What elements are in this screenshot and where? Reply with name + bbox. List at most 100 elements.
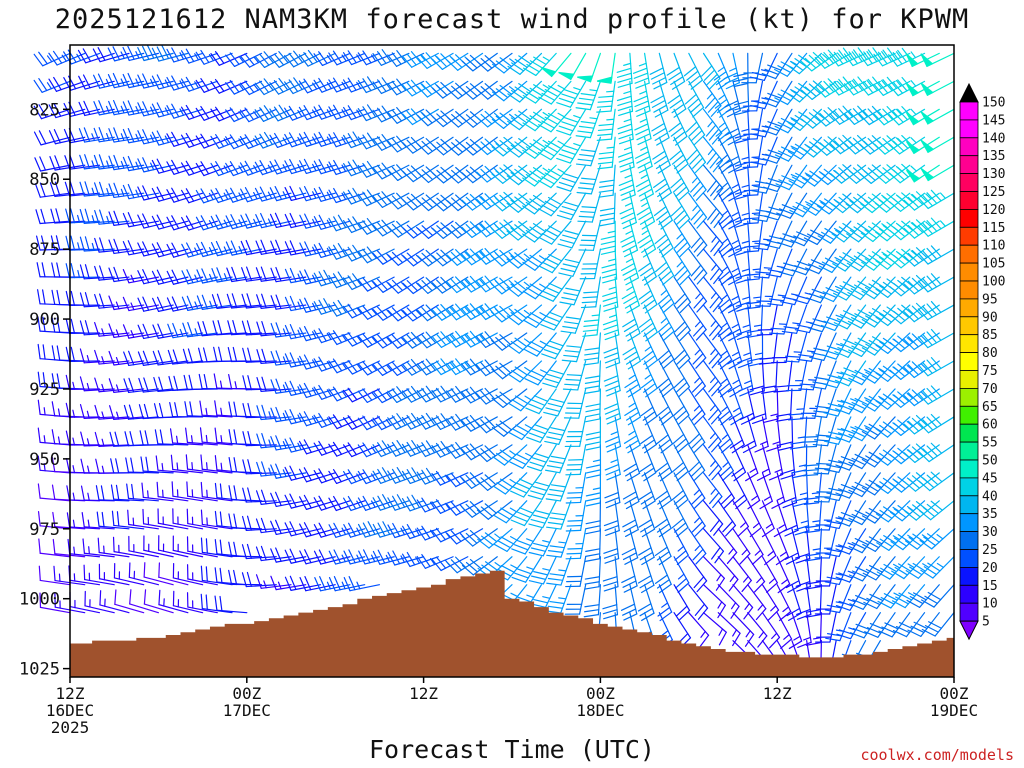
barb-full [226, 293, 233, 309]
wind-barb [737, 332, 753, 369]
barb-half [526, 566, 535, 571]
barb-half [464, 251, 471, 258]
barb-full [779, 469, 795, 475]
barb-full [318, 242, 327, 257]
barb-full [735, 301, 751, 307]
wind-barb [654, 556, 672, 594]
barb-full [678, 386, 691, 398]
barb-full [514, 113, 528, 124]
barb-full [495, 336, 507, 348]
barb-full [600, 240, 616, 245]
wind-barb [313, 269, 351, 287]
wind-barb [228, 541, 263, 558]
barb-full [775, 413, 792, 417]
barb-full [510, 283, 523, 294]
barb-full [728, 221, 743, 230]
barb-full [469, 166, 482, 178]
wind-barb [522, 192, 557, 215]
barb-full [450, 559, 462, 571]
barb-half [557, 112, 565, 118]
barb-full [328, 52, 338, 66]
barb-full [215, 187, 224, 202]
barb-full [627, 416, 642, 426]
barb-full [142, 350, 150, 366]
barb-full [247, 487, 252, 503]
barb-full [656, 434, 669, 445]
wind-barb [732, 528, 751, 565]
barb-full [323, 269, 332, 284]
barb-full [641, 350, 654, 361]
barb-full [537, 151, 552, 161]
barb-full [511, 548, 526, 555]
barb-half [415, 528, 421, 536]
barb-full [724, 100, 739, 108]
wind-barb [79, 292, 115, 308]
barb-half [524, 424, 533, 429]
wind-barb [242, 459, 277, 475]
barb-full [376, 415, 387, 429]
barb-half [742, 324, 751, 328]
wind-barb [771, 332, 793, 364]
barb-full [36, 262, 41, 278]
barb-half [326, 191, 332, 200]
wind-barb [544, 416, 572, 445]
barb-full [421, 442, 431, 456]
barb-half [341, 192, 347, 201]
wind-barb [313, 298, 351, 315]
wind-barb [167, 322, 204, 339]
wind-barb [151, 186, 189, 202]
barb-full [710, 183, 721, 197]
barb-full [269, 134, 279, 149]
barb-full [585, 469, 602, 474]
barb-full [550, 455, 566, 460]
barb-full [597, 128, 614, 132]
barb-full [566, 374, 583, 377]
barb-full [431, 255, 444, 267]
barb-full [200, 481, 203, 498]
barb-full [767, 303, 783, 307]
barb-full [583, 357, 600, 361]
wind-barb [747, 556, 766, 593]
wind-barb [181, 295, 218, 311]
barb-full [654, 132, 669, 141]
barb-half [718, 94, 726, 100]
barb-full [683, 66, 697, 77]
barb-full [200, 593, 203, 610]
barb-full [598, 151, 615, 155]
barb-full [421, 252, 433, 264]
barb-full [579, 182, 595, 185]
barb-half [253, 191, 258, 200]
barb-full [122, 128, 130, 144]
wind-barb [762, 136, 793, 164]
barb-full [545, 315, 561, 323]
barb-full [641, 528, 656, 538]
barb-full [171, 296, 179, 311]
barb-half [760, 440, 768, 445]
barb-full [137, 47, 145, 62]
barb-full [522, 177, 536, 187]
wind-barb [113, 562, 145, 586]
barb-full [328, 497, 337, 512]
barb-half [639, 90, 648, 95]
barb-full [239, 109, 250, 123]
barb-half [341, 527, 347, 536]
barb-full [640, 434, 654, 445]
barb-half [419, 54, 426, 61]
barb-half [494, 533, 502, 540]
wind-barb [778, 416, 794, 451]
barb-full [298, 384, 308, 399]
wind-barb [401, 439, 439, 457]
barb-full [319, 576, 327, 591]
barb-full [270, 548, 277, 563]
wind-barb [126, 483, 159, 502]
wind-barb [727, 360, 743, 398]
barb-half [542, 596, 551, 599]
barb-full [625, 500, 640, 510]
barb-full [181, 296, 189, 311]
barb-half [268, 411, 272, 420]
barb-full [440, 385, 451, 399]
barb-full [303, 325, 312, 340]
barb-half [120, 160, 125, 169]
barb-full [313, 106, 323, 120]
barb-full [541, 148, 555, 157]
